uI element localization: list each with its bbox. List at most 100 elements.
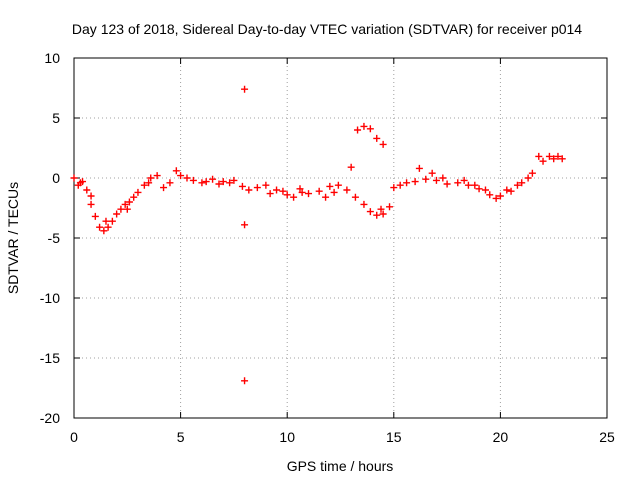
- data-point: [296, 185, 304, 193]
- x-tick-label: 20: [493, 429, 509, 445]
- y-tick-label: 0: [52, 170, 60, 186]
- data-point: [121, 200, 129, 208]
- data-point: [266, 190, 274, 198]
- data-point: [202, 178, 210, 186]
- data-point: [230, 176, 238, 184]
- data-point: [492, 194, 500, 202]
- data-point: [209, 175, 217, 183]
- data-point: [279, 187, 287, 195]
- data-point: [360, 200, 368, 208]
- data-point: [386, 203, 394, 211]
- data-point: [464, 181, 472, 189]
- data-point: [460, 176, 468, 184]
- data-point: [87, 200, 95, 208]
- data-point: [70, 174, 78, 182]
- data-point: [253, 184, 261, 192]
- data-point: [396, 181, 404, 189]
- x-tick-label: 5: [177, 429, 185, 445]
- data-point: [518, 179, 526, 187]
- data-point: [145, 179, 153, 187]
- data-point: [153, 172, 161, 180]
- data-point: [104, 223, 112, 231]
- data-point: [539, 157, 547, 165]
- data-point: [100, 227, 108, 235]
- data-point: [198, 179, 206, 187]
- data-points: [70, 85, 566, 385]
- data-point: [241, 85, 249, 93]
- data-point: [76, 179, 84, 187]
- data-point: [354, 126, 362, 134]
- data-point: [172, 167, 180, 175]
- data-point: [535, 152, 543, 160]
- data-point: [298, 188, 306, 196]
- x-tick-label: 25: [599, 429, 615, 445]
- y-tick-label: -20: [40, 410, 60, 426]
- data-point: [108, 217, 116, 225]
- data-point: [415, 164, 423, 172]
- data-point: [305, 190, 313, 198]
- data-point: [125, 198, 133, 206]
- data-point: [558, 155, 566, 163]
- data-point: [283, 191, 291, 199]
- data-point: [241, 377, 249, 385]
- data-point: [166, 179, 174, 187]
- x-tick-label: 10: [279, 429, 295, 445]
- data-point: [439, 174, 447, 182]
- data-point: [245, 186, 253, 194]
- data-point: [390, 184, 398, 192]
- data-point: [496, 192, 504, 200]
- data-point: [87, 192, 95, 200]
- data-point: [524, 174, 532, 182]
- data-point: [347, 163, 355, 171]
- data-point: [366, 208, 374, 216]
- data-point: [554, 152, 562, 160]
- data-point: [377, 205, 385, 213]
- x-axis-label: GPS time / hours: [287, 458, 394, 474]
- data-point: [528, 169, 536, 177]
- data-point: [379, 210, 387, 218]
- y-tick-label: -5: [48, 230, 61, 246]
- y-tick-label: -10: [40, 290, 60, 306]
- data-point: [189, 176, 197, 184]
- data-point: [238, 182, 246, 190]
- x-tick-label: 0: [70, 429, 78, 445]
- data-point: [315, 187, 323, 195]
- data-point: [334, 181, 342, 189]
- data-point: [130, 193, 138, 201]
- data-point: [102, 217, 110, 225]
- data-point: [471, 181, 479, 189]
- data-point: [503, 186, 511, 194]
- data-point: [343, 186, 351, 194]
- data-point: [226, 179, 234, 187]
- data-point: [177, 172, 185, 180]
- data-point: [140, 181, 148, 189]
- data-point: [83, 186, 91, 194]
- data-point: [96, 223, 104, 231]
- data-point: [183, 174, 191, 182]
- data-point: [373, 211, 381, 219]
- data-point: [486, 191, 494, 199]
- data-point: [403, 179, 411, 187]
- data-point: [117, 205, 125, 213]
- y-tick-label: 5: [52, 110, 60, 126]
- y-tick-label: 10: [44, 50, 60, 66]
- data-point: [366, 125, 374, 133]
- data-point: [475, 185, 483, 193]
- data-point: [481, 186, 489, 194]
- data-point: [373, 134, 381, 142]
- y-axis-label: SDTVAR / TECUs: [5, 182, 21, 294]
- data-point: [411, 178, 419, 186]
- data-point: [326, 182, 334, 190]
- data-point: [454, 179, 462, 187]
- axis-ticks: 0 5 10 15 20 25 10 5 0 -5 -10 -15 -20: [40, 50, 615, 445]
- data-point: [351, 193, 359, 201]
- data-point: [91, 212, 99, 220]
- data-point: [360, 122, 368, 130]
- chart-title: Day 123 of 2018, Sidereal Day-to-day VTE…: [72, 21, 582, 37]
- data-point: [322, 193, 330, 201]
- data-point: [147, 174, 155, 182]
- data-point: [550, 155, 558, 163]
- data-point: [215, 180, 223, 188]
- data-point: [379, 140, 387, 148]
